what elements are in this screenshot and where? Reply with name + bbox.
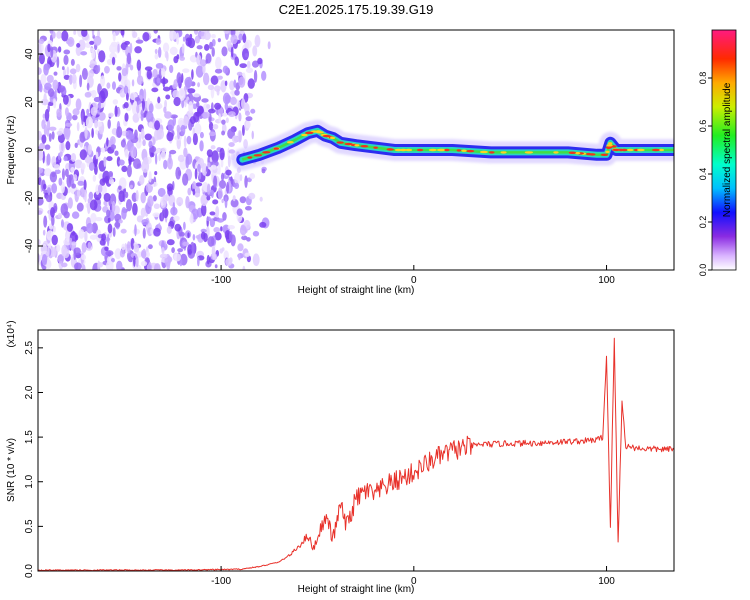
track-hotspot (329, 136, 336, 140)
snr-series-line (38, 337, 674, 571)
track-hotspot (416, 148, 424, 152)
snr-y-tick-label: 0.0 (24, 564, 35, 578)
colorbar-tick-label: 0.0 (698, 264, 708, 277)
spectrogram-y-tick-label: 0 (24, 147, 35, 153)
track-hotspot (626, 148, 634, 152)
track-hotspot (606, 144, 613, 147)
track-hotspot (336, 141, 344, 144)
snr-y-tick-label: 2.0 (24, 385, 35, 399)
colorbar-tick-label: 0.2 (698, 216, 708, 229)
track-hotspot (500, 151, 507, 154)
track-hotspot (253, 154, 263, 157)
spectrogram-x-ticks: -100 0 100 (211, 265, 615, 286)
spectrogram-y-tick-label: -40 (24, 238, 35, 253)
spectrogram-x-tick-label: 100 (598, 275, 615, 286)
track-hotspot (322, 134, 331, 138)
track-hotspot (354, 144, 360, 147)
track-hotspot (612, 148, 621, 152)
track-hotspot (286, 141, 294, 144)
track-hotspot (360, 145, 369, 148)
snr-y-tick-label: 1.5 (24, 430, 35, 444)
spectrogram-x-tick-label: 0 (411, 275, 417, 286)
track-hotspot (436, 148, 445, 152)
track-hotspot (247, 156, 253, 159)
snr-plot-area (38, 330, 674, 571)
track-hotspot (621, 148, 628, 152)
snr-x-tick-label: 0 (411, 576, 417, 587)
track-hotspot (315, 131, 324, 134)
track-hotspot (273, 147, 280, 150)
snr-y-tick-label: 1.0 (24, 474, 35, 488)
track-hotspot (574, 151, 581, 155)
spectrogram-y-tick-label: 40 (24, 48, 35, 60)
spectrogram-y-label: Frequency (Hz) (6, 116, 17, 185)
track-hotspot (405, 148, 413, 152)
track-hotspot (301, 133, 308, 137)
track-hotspot (456, 149, 462, 152)
colorbar-tick-label: 0.6 (698, 120, 708, 133)
track-hotspot (461, 149, 467, 152)
track-hotspot (651, 148, 660, 152)
colorbar-tick-label: 0.8 (698, 72, 708, 85)
track-hotspot (394, 148, 403, 152)
track-hotspot (605, 150, 610, 154)
track-hotspot (305, 131, 314, 134)
colorbar-gradient (711, 29, 737, 271)
spectrogram-x-tick-label: -100 (211, 275, 231, 286)
track-hotspot (262, 151, 271, 154)
snr-y-label: SNR (10 * v/v) (6, 438, 17, 502)
track-hotspot (606, 146, 611, 150)
spectrogram-y-tick-label: 20 (24, 96, 35, 108)
track-hotspot (386, 148, 394, 151)
track-hotspot (600, 153, 609, 156)
colorbar-label: Normalized spectral amplitude (722, 82, 733, 217)
track-hotspot (344, 142, 353, 146)
track-hotspot (373, 146, 378, 149)
spectrogram-y-tick-label: -20 (24, 190, 35, 205)
track-hotspot (553, 151, 559, 154)
track-hotspot (444, 148, 450, 152)
spectrogram-x-label: Height of straight line (km) (298, 285, 415, 296)
snr-frame (37, 329, 675, 572)
track-hotspot (488, 151, 495, 154)
spectrogram-signal-track (231, 119, 674, 171)
spectrogram-panel: -100 0 100 -40 -20 0 20 40 Height of straight … (6, 29, 675, 296)
snr-x-tick-label: 100 (598, 576, 615, 587)
track-hotspot (466, 149, 475, 153)
snr-x-tick-label: -100 (211, 576, 231, 587)
track-hotspot (588, 153, 596, 156)
track-hotspot (658, 148, 665, 152)
spectrogram-y-ticks: -40 -20 0 20 40 (24, 48, 43, 253)
track-hotspot (524, 151, 534, 154)
snr-y-tick-label: 2.5 (24, 340, 35, 354)
track-hotspot (636, 148, 645, 152)
snr-x-ticks: -100 0 100 (211, 566, 615, 587)
snr-y-multiplier: (x10⁴) (6, 320, 17, 347)
snr-panel: -100 0 100 0.0 0.5 1.0 1.5 2.0 2.5 (x10⁴) Heigh… (6, 320, 675, 595)
spectrogram-noise (38, 30, 271, 270)
snr-y-tick-label: 0.5 (24, 519, 35, 533)
track-hotspot (428, 148, 437, 152)
snr-y-ticks: 0.0 0.5 1.0 1.5 2.0 2.5 (24, 340, 43, 578)
figure-title: C2E1.2025.175.19.39.G19 (279, 2, 434, 17)
snr-x-label: Height of straight line (km) (298, 584, 415, 595)
colorbar-ticks: 0.0 0.2 0.4 0.6 0.8 (698, 72, 712, 277)
colorbar-tick-label: 0.4 (698, 168, 708, 181)
colorbar: 0.0 0.2 0.4 0.6 0.8 Normalized spectral ampl… (698, 29, 737, 277)
track-hotspot (479, 150, 488, 154)
track-hotspot (568, 151, 576, 154)
track-hotspot (608, 142, 613, 145)
